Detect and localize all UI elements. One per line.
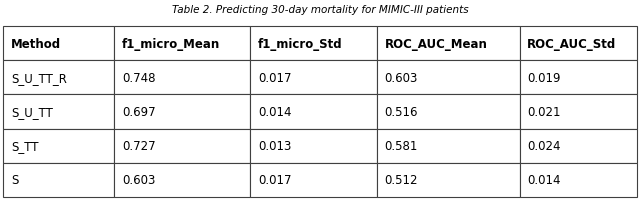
Text: 0.017: 0.017 xyxy=(258,174,291,186)
Bar xyxy=(250,129,377,163)
Text: 0.512: 0.512 xyxy=(385,174,418,186)
Bar xyxy=(114,95,250,129)
Bar xyxy=(114,27,250,61)
Text: 0.581: 0.581 xyxy=(385,140,418,152)
Bar xyxy=(377,163,520,197)
Text: S_U_TT_R: S_U_TT_R xyxy=(11,72,67,84)
Bar xyxy=(520,129,637,163)
Text: 0.024: 0.024 xyxy=(527,140,561,152)
Text: 0.013: 0.013 xyxy=(258,140,291,152)
Bar xyxy=(250,95,377,129)
Text: 0.697: 0.697 xyxy=(122,106,156,118)
Bar xyxy=(250,61,377,95)
Bar xyxy=(520,95,637,129)
Bar xyxy=(520,163,637,197)
Text: 0.021: 0.021 xyxy=(527,106,561,118)
Bar xyxy=(114,163,250,197)
Text: S_TT: S_TT xyxy=(11,140,38,152)
Bar xyxy=(3,95,114,129)
Bar xyxy=(114,61,250,95)
Text: 0.727: 0.727 xyxy=(122,140,156,152)
Bar xyxy=(3,129,114,163)
Text: Method: Method xyxy=(11,38,61,50)
Text: 0.748: 0.748 xyxy=(122,72,156,84)
Text: f1_micro_Std: f1_micro_Std xyxy=(258,38,342,50)
Text: 0.014: 0.014 xyxy=(527,174,561,186)
Bar xyxy=(3,61,114,95)
Text: 0.017: 0.017 xyxy=(258,72,291,84)
Text: 0.603: 0.603 xyxy=(122,174,155,186)
Bar xyxy=(377,95,520,129)
Bar xyxy=(114,129,250,163)
Text: S_U_TT: S_U_TT xyxy=(11,106,52,118)
Bar xyxy=(520,27,637,61)
Text: 0.014: 0.014 xyxy=(258,106,291,118)
Text: S: S xyxy=(11,174,19,186)
Bar xyxy=(3,27,114,61)
Bar xyxy=(3,163,114,197)
Bar xyxy=(250,163,377,197)
Bar xyxy=(250,27,377,61)
Text: 0.603: 0.603 xyxy=(385,72,418,84)
Bar xyxy=(520,61,637,95)
Text: 0.019: 0.019 xyxy=(527,72,561,84)
Bar xyxy=(377,129,520,163)
Text: ROC_AUC_Mean: ROC_AUC_Mean xyxy=(385,38,488,50)
Bar xyxy=(377,61,520,95)
Text: 0.516: 0.516 xyxy=(385,106,418,118)
Text: Table 2. Predicting 30-day mortality for MIMIC-III patients: Table 2. Predicting 30-day mortality for… xyxy=(172,5,468,15)
Bar xyxy=(377,27,520,61)
Text: f1_micro_Mean: f1_micro_Mean xyxy=(122,38,220,50)
Text: ROC_AUC_Std: ROC_AUC_Std xyxy=(527,38,616,50)
